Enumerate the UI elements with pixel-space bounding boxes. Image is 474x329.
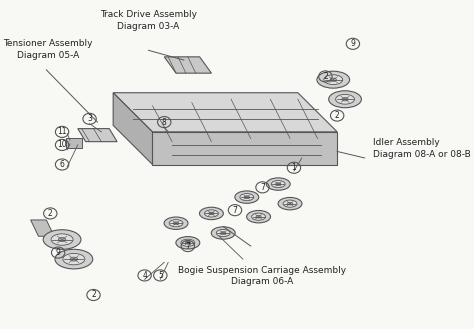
Ellipse shape — [185, 241, 191, 244]
Polygon shape — [78, 129, 117, 142]
Ellipse shape — [43, 230, 81, 249]
Text: 7: 7 — [260, 183, 265, 192]
Ellipse shape — [336, 94, 355, 104]
Ellipse shape — [211, 227, 235, 239]
Polygon shape — [153, 132, 337, 164]
Ellipse shape — [271, 181, 285, 188]
Ellipse shape — [51, 234, 73, 245]
Ellipse shape — [283, 200, 297, 207]
Polygon shape — [113, 93, 337, 132]
Text: Bogie Suspension Carriage Assembly
Diagram 06-A: Bogie Suspension Carriage Assembly Diagr… — [178, 266, 346, 287]
Ellipse shape — [58, 238, 66, 241]
Ellipse shape — [221, 232, 226, 234]
Ellipse shape — [70, 257, 78, 261]
Text: 3: 3 — [87, 114, 92, 123]
Ellipse shape — [181, 239, 195, 246]
Polygon shape — [66, 139, 82, 148]
Polygon shape — [31, 220, 54, 236]
Text: 10: 10 — [57, 140, 67, 149]
Text: 9: 9 — [56, 248, 61, 257]
Text: 4: 4 — [142, 271, 147, 280]
Ellipse shape — [252, 213, 265, 220]
Text: 11: 11 — [57, 127, 67, 137]
Ellipse shape — [276, 183, 281, 185]
Text: 5: 5 — [158, 271, 163, 280]
Ellipse shape — [317, 71, 350, 88]
Text: 7: 7 — [233, 206, 237, 215]
Ellipse shape — [235, 191, 259, 203]
Ellipse shape — [266, 178, 290, 190]
Ellipse shape — [256, 215, 261, 218]
Text: 2: 2 — [91, 291, 96, 299]
Text: 6: 6 — [60, 160, 64, 169]
Ellipse shape — [200, 207, 223, 220]
Text: 8: 8 — [162, 117, 167, 127]
Ellipse shape — [176, 237, 200, 249]
Ellipse shape — [216, 229, 230, 237]
Ellipse shape — [330, 78, 337, 81]
Ellipse shape — [55, 249, 93, 269]
Text: 7: 7 — [185, 241, 190, 251]
Ellipse shape — [288, 202, 292, 205]
Ellipse shape — [63, 253, 85, 265]
Text: Idler Assembly
Diagram 08-A or 08-B: Idler Assembly Diagram 08-A or 08-B — [373, 138, 470, 159]
Ellipse shape — [204, 210, 219, 217]
Ellipse shape — [209, 212, 214, 215]
Ellipse shape — [240, 193, 254, 201]
Text: Track Drive Assembly
Diagram 03-A: Track Drive Assembly Diagram 03-A — [100, 10, 197, 31]
Ellipse shape — [342, 98, 348, 101]
Ellipse shape — [278, 197, 302, 210]
Ellipse shape — [244, 196, 249, 198]
Ellipse shape — [324, 75, 343, 85]
Text: Tensioner Assembly
Diagram 05-A: Tensioner Assembly Diagram 05-A — [4, 39, 93, 60]
Ellipse shape — [169, 220, 183, 227]
Polygon shape — [164, 57, 211, 73]
Text: 2: 2 — [323, 72, 328, 81]
Ellipse shape — [164, 217, 188, 229]
Ellipse shape — [246, 211, 271, 223]
Text: 9: 9 — [350, 39, 356, 48]
Ellipse shape — [173, 222, 179, 224]
Text: 1: 1 — [292, 163, 296, 172]
Text: 2: 2 — [48, 209, 53, 218]
Text: 2: 2 — [335, 111, 339, 120]
Ellipse shape — [328, 91, 361, 108]
Polygon shape — [113, 93, 153, 164]
